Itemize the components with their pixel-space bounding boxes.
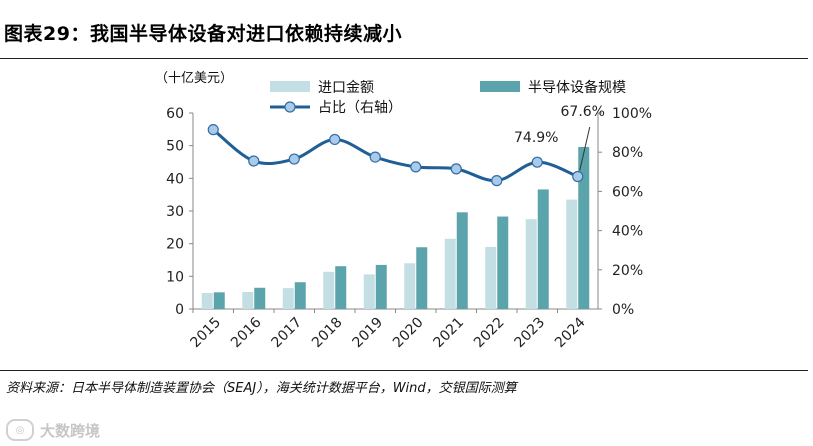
y-right-tick-label: 60%	[612, 184, 643, 200]
ratio-point	[288, 153, 300, 165]
unit-label: （十亿美元）	[155, 71, 233, 86]
y-right-tick-label: 40%	[612, 224, 643, 240]
x-tick-label: 2021	[431, 315, 468, 352]
legend-label: 占比（右轴）	[318, 100, 402, 116]
bar-import	[485, 246, 497, 309]
watermark-logo-icon: ◎	[6, 419, 34, 441]
ratio-point	[329, 133, 341, 146]
bar-import	[444, 238, 456, 309]
legend-label: 半导体设备规模	[528, 79, 626, 96]
bar-import	[201, 292, 213, 309]
bar-import	[323, 271, 335, 309]
y-right-tick-label: 0%	[612, 302, 634, 318]
bar-equipment	[375, 264, 387, 309]
legend-swatch-1	[480, 81, 520, 92]
bar-import	[363, 274, 375, 309]
ratio-point	[491, 175, 503, 187]
x-tick-label: 2015	[188, 315, 225, 352]
bar-equipment	[335, 266, 347, 309]
legend-swatch-0	[270, 81, 310, 92]
legend-swatch-marker	[284, 101, 296, 113]
y-left-tick-label: 10	[166, 269, 184, 285]
bar-import	[242, 292, 254, 309]
bar-equipment	[416, 247, 428, 309]
bar-equipment	[294, 282, 306, 309]
ratio-point	[369, 151, 381, 163]
x-tick-label: 2019	[350, 315, 387, 352]
x-tick-label: 2016	[228, 314, 265, 351]
y-left-tick-label: 0	[175, 302, 184, 318]
source-note: 资料来源：日本半导体制造装置协会（SEAJ），海关统计数据平台，Wind，交银国…	[6, 381, 517, 396]
chart: （十亿美元） 0 10 20 30 40 50 60 0% 20% 40% 60% 80% 100% 201…	[155, 71, 652, 352]
bar-import	[404, 263, 416, 309]
ratio-point	[248, 155, 260, 167]
x-tick-label: 2017	[269, 315, 306, 352]
bar-equipment	[497, 216, 509, 309]
bar-import	[525, 219, 537, 309]
y-left-tick-label: 60	[166, 106, 184, 122]
bar-equipment	[578, 146, 590, 309]
x-tick-label: 2022	[471, 315, 508, 352]
ratio-point	[207, 124, 219, 136]
bar-import	[282, 288, 294, 309]
watermark-text: 大数跨境	[40, 421, 101, 440]
bar-equipment	[213, 292, 225, 309]
ratio-point	[531, 156, 543, 168]
bar-equipment	[254, 287, 266, 309]
y-right-tick-label: 100%	[612, 106, 652, 122]
ratio-point	[572, 170, 584, 183]
y-right-tick-label: 20%	[612, 263, 643, 279]
ratio-line	[212, 128, 579, 183]
annotation-label: 74.9%	[514, 130, 558, 146]
bar-import	[566, 199, 578, 309]
y-left-tick-label: 50	[166, 139, 184, 155]
y-left-tick-label: 30	[166, 204, 184, 220]
y-right-tick-label: 80%	[612, 145, 643, 161]
x-tick-label: 2018	[309, 315, 346, 352]
watermark: ◎ 大数跨境	[6, 419, 100, 441]
x-tick-label: 2023	[512, 315, 549, 352]
title-rule	[0, 58, 808, 59]
source-rule	[0, 370, 808, 371]
figure-title: 图表29：我国半导体设备对进口依赖持续减小	[4, 23, 402, 45]
annotation-leader	[579, 126, 591, 171]
bar-equipment	[456, 212, 468, 309]
bar-equipment	[537, 189, 549, 309]
legend-label: 进口金额	[318, 80, 374, 96]
ratio-point	[450, 163, 462, 175]
ratio-point	[410, 161, 422, 173]
y-left-tick-label: 20	[166, 237, 184, 253]
annotation-label: 67.6%	[561, 104, 605, 120]
x-tick-label: 2020	[390, 315, 427, 352]
x-tick-label: 2024	[552, 314, 589, 351]
y-left-tick-label: 40	[166, 171, 184, 187]
